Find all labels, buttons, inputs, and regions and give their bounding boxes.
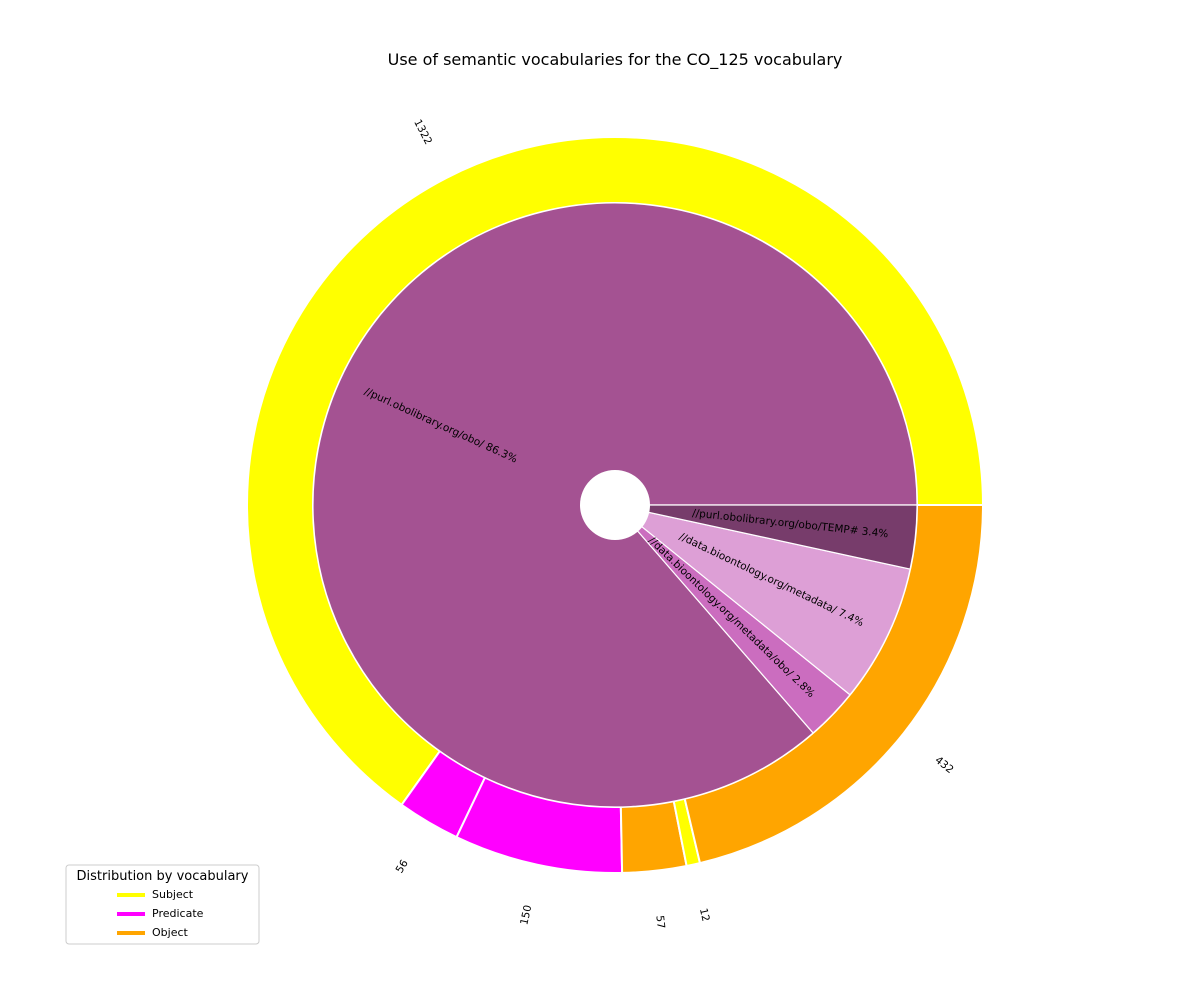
outer-label-0: 1322 <box>411 118 434 147</box>
outer-label-5: 432 <box>933 754 956 776</box>
legend-label-predicate: Predicate <box>152 907 204 920</box>
legend-label-object: Object <box>152 926 189 939</box>
outer-label-1: 56 <box>394 858 411 876</box>
legend-title: Distribution by vocabulary <box>77 869 249 884</box>
legend: Distribution by vocabulary Subject Predic… <box>66 865 259 944</box>
outer-label-4: 12 <box>697 907 712 923</box>
outer-label-2: 150 <box>518 904 534 926</box>
outer-label-3: 57 <box>653 915 666 930</box>
chart-title: Use of semantic vocabularies for the CO_… <box>388 50 843 70</box>
center-hole <box>580 470 650 540</box>
legend-label-subject: Subject <box>152 888 194 901</box>
